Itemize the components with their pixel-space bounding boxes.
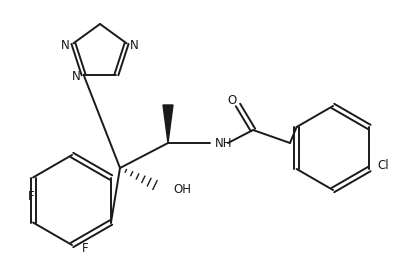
Text: N: N <box>130 39 139 52</box>
Text: Cl: Cl <box>377 159 389 171</box>
Text: N: N <box>61 39 70 52</box>
Polygon shape <box>163 105 173 143</box>
Text: N: N <box>72 70 81 83</box>
Text: F: F <box>28 190 34 203</box>
Text: F: F <box>82 241 89 255</box>
Text: OH: OH <box>173 183 191 196</box>
Text: NH: NH <box>215 136 232 149</box>
Text: O: O <box>227 93 236 106</box>
